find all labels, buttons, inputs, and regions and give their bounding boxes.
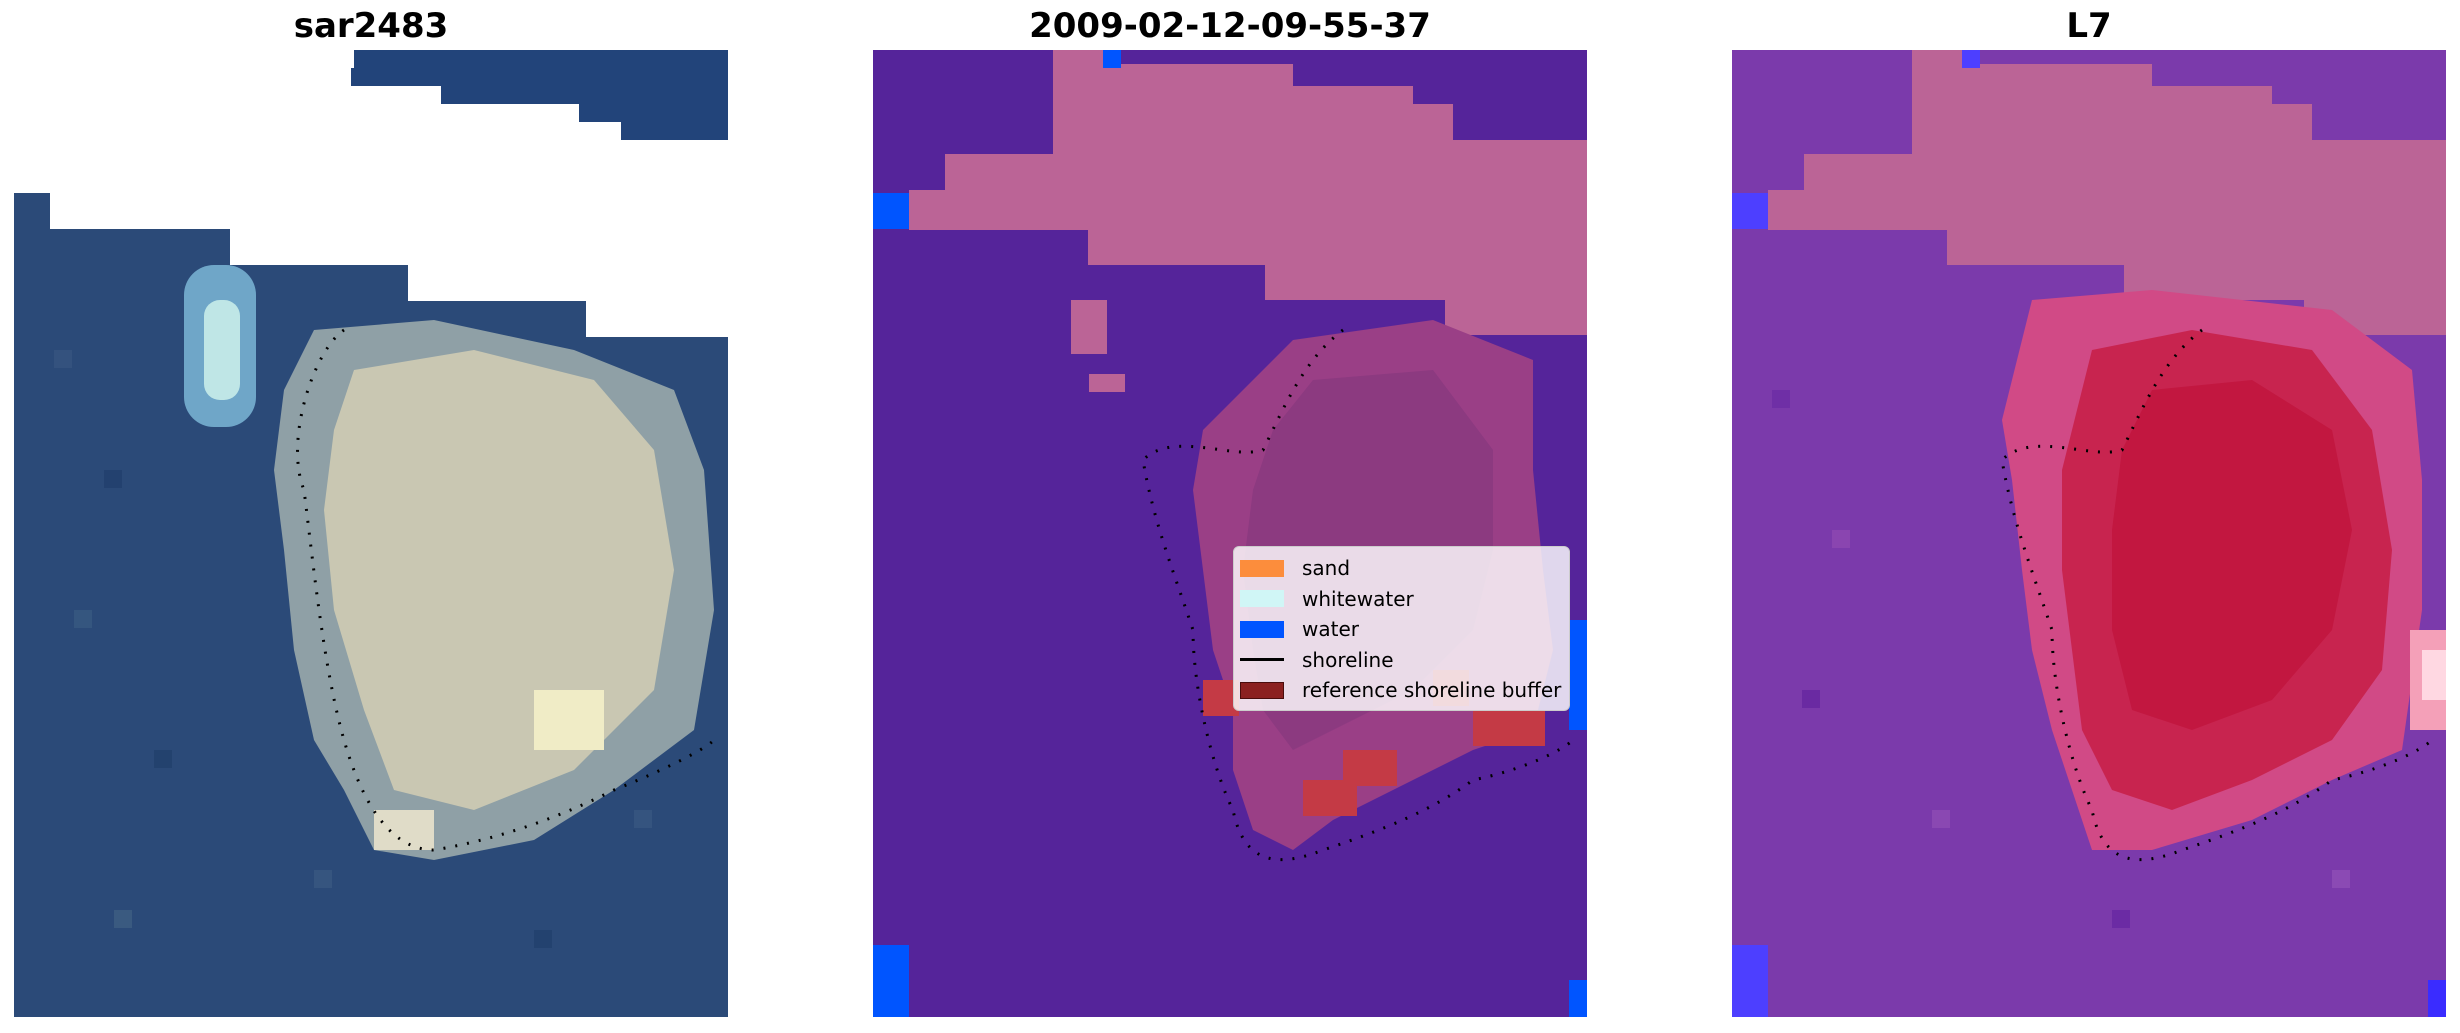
rgb-satellite-image	[14, 50, 728, 1017]
legend-label: whitewater	[1302, 586, 1414, 611]
legend-label: water	[1302, 617, 1359, 642]
buffer-swatch	[1240, 681, 1284, 699]
whitewater-swatch	[1240, 590, 1284, 608]
l7-index-image	[1732, 50, 2446, 1017]
panel-title: L7	[2066, 6, 2112, 46]
legend-label: sand	[1302, 556, 1351, 581]
legend-item-reference-buffer: reference shoreline buffer	[1240, 675, 1561, 706]
legend-item-water: water	[1240, 614, 1561, 645]
legend-item-sand: sand	[1240, 553, 1561, 584]
legend-label: shoreline	[1302, 647, 1394, 672]
legend-label: reference shoreline buffer	[1302, 678, 1562, 703]
panel-title: sar2483	[293, 6, 449, 46]
panel-rgb: sar2483	[14, 0, 728, 1033]
shoreline-line-swatch	[1240, 658, 1284, 662]
panel-l7: L7	[1732, 0, 2446, 1033]
sand-swatch	[1240, 559, 1284, 577]
legend-item-whitewater: whitewater	[1240, 584, 1561, 615]
panel-title: 2009-02-12-09-55-37	[1029, 6, 1431, 46]
water-swatch	[1240, 620, 1284, 638]
legend-item-shoreline: shoreline	[1240, 645, 1561, 676]
legend: sand whitewater water shoreline referenc…	[1233, 546, 1571, 711]
classified-image	[873, 50, 1587, 1017]
panel-classified: 2009-02-12-09-55-37 san	[873, 0, 1587, 1033]
